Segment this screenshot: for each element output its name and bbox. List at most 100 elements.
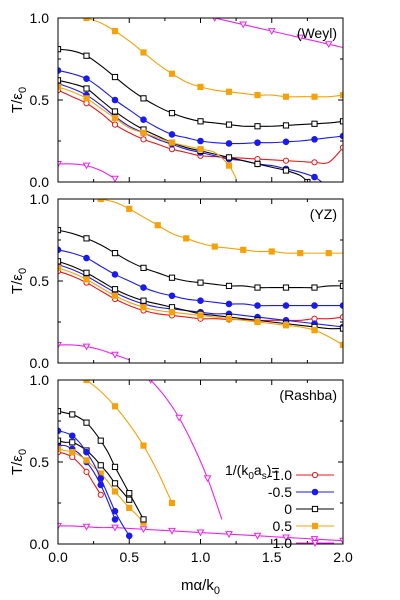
data-point xyxy=(111,351,119,359)
data-point xyxy=(211,243,218,250)
data-point xyxy=(282,138,290,146)
data-point xyxy=(139,526,148,534)
x-tick-label: 0.5 xyxy=(120,549,140,565)
x-tick-label: 1.5 xyxy=(262,549,282,565)
data-point xyxy=(197,137,204,145)
data-point xyxy=(197,118,204,125)
data-point xyxy=(126,504,133,512)
data-point xyxy=(297,250,304,257)
y-axis-label: T/ε0 xyxy=(9,449,29,475)
data-point xyxy=(254,318,261,326)
data-point xyxy=(197,146,204,153)
data-point xyxy=(82,343,91,351)
data-point xyxy=(82,162,91,170)
data-point xyxy=(83,457,90,464)
series-line-1 xyxy=(58,444,116,520)
data-point xyxy=(140,442,147,449)
data-point xyxy=(311,93,318,100)
data-point xyxy=(339,537,343,544)
data-point xyxy=(83,95,90,102)
x-axis-label: mα/k0 xyxy=(181,577,220,597)
y-axis-label: T/ε0 xyxy=(9,87,29,113)
x-tick-label: 2.0 xyxy=(333,549,353,565)
data-point xyxy=(111,175,119,182)
data-point xyxy=(97,491,104,498)
data-point xyxy=(111,96,119,104)
data-point xyxy=(168,309,176,316)
legend-entry-label: -0.5 xyxy=(268,484,292,500)
x-tick-label: 0.0 xyxy=(48,549,68,565)
data-point xyxy=(111,114,119,122)
data-point xyxy=(154,222,161,229)
data-point xyxy=(168,70,176,77)
data-point xyxy=(254,139,261,146)
data-point xyxy=(311,302,318,309)
data-point xyxy=(69,411,76,418)
y-tick-label: 0.5 xyxy=(30,273,50,289)
axis-labels: mα/k0 xyxy=(181,577,220,597)
data-point xyxy=(311,327,318,334)
y-tick-label: 0.0 xyxy=(30,536,50,552)
data-point xyxy=(140,95,147,102)
data-point xyxy=(111,292,119,299)
series-line-4 xyxy=(150,380,223,520)
data-point xyxy=(58,341,62,349)
data-point xyxy=(282,534,290,542)
legend-entry-marker xyxy=(311,522,319,530)
data-point xyxy=(324,41,333,49)
data-point xyxy=(282,167,290,174)
y-tick-label: 1.0 xyxy=(30,10,50,26)
data-point xyxy=(225,300,233,308)
panel-2: 0.0 0.5 1.0 1.5 2.00.00.51.0(Rashba)T/ε0 xyxy=(9,372,353,565)
data-point xyxy=(239,21,248,29)
series-line-3 xyxy=(100,199,343,254)
data-point xyxy=(282,322,290,329)
legend-entry-label: 1.0 xyxy=(273,535,293,551)
data-point xyxy=(140,516,147,523)
y-tick-label: 0.5 xyxy=(30,454,50,470)
legend-entry-label: -1.0 xyxy=(268,467,292,483)
data-point xyxy=(175,414,183,422)
data-point xyxy=(83,235,90,242)
data-point xyxy=(254,302,261,309)
data-point xyxy=(168,131,176,138)
data-point xyxy=(282,93,290,100)
x-tick-label: 1.0 xyxy=(191,549,211,565)
data-point xyxy=(339,132,343,140)
data-point xyxy=(254,284,261,291)
series-line-4 xyxy=(214,18,343,49)
data-point xyxy=(268,248,275,255)
legend-entry-marker xyxy=(311,505,319,513)
data-point xyxy=(111,73,119,81)
data-point xyxy=(111,286,119,293)
series-line-3 xyxy=(86,18,343,98)
data-point xyxy=(69,449,76,456)
data-point xyxy=(140,264,147,271)
data-point xyxy=(140,116,147,123)
legend: 1/(k0as)=-1.0-0.500.51.0 xyxy=(225,462,334,551)
data-point xyxy=(140,49,147,56)
data-point xyxy=(183,235,190,242)
y-axis-label: T/ε0 xyxy=(9,268,29,294)
data-point xyxy=(225,121,233,128)
series-group xyxy=(58,380,343,544)
data-point xyxy=(111,28,119,35)
data-point xyxy=(196,529,205,537)
data-point xyxy=(111,250,119,257)
data-point xyxy=(168,110,176,117)
data-point xyxy=(140,136,147,143)
data-point xyxy=(126,496,133,503)
data-point xyxy=(254,123,261,130)
data-point xyxy=(83,419,90,426)
series-line-2 xyxy=(58,79,308,182)
data-point xyxy=(168,274,176,281)
data-point xyxy=(69,439,76,446)
data-point xyxy=(267,28,276,35)
data-point xyxy=(111,507,119,515)
y-tick-label: 1.0 xyxy=(30,191,50,207)
data-point xyxy=(68,432,76,440)
data-point xyxy=(83,468,90,475)
data-point xyxy=(282,157,290,164)
data-point xyxy=(253,532,262,540)
data-point xyxy=(111,480,119,487)
